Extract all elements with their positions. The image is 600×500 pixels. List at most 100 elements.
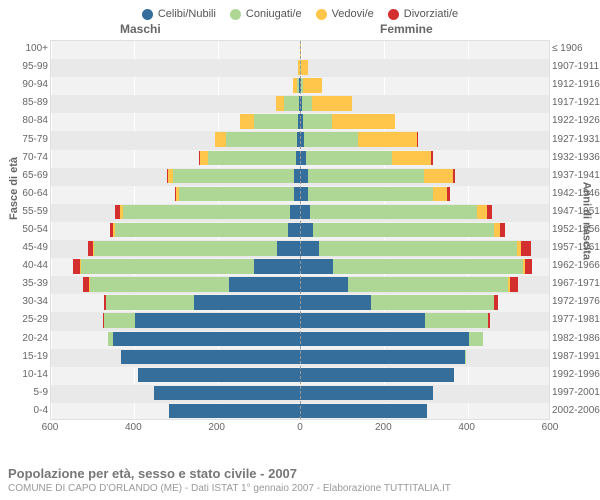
female-bar xyxy=(300,78,322,93)
male-bar xyxy=(175,187,300,202)
bar-segment xyxy=(138,368,301,383)
bar-segment xyxy=(453,169,455,184)
male-bar xyxy=(115,205,300,220)
center-line xyxy=(300,41,301,419)
legend: Celibi/NubiliConiugati/eVedovi/eDivorzia… xyxy=(0,0,600,22)
bar-segment xyxy=(276,96,284,111)
bar-segment xyxy=(319,241,517,256)
legend-label: Vedovi/e xyxy=(332,8,374,20)
bar-segment xyxy=(200,151,208,166)
female-bar xyxy=(300,295,498,310)
bar-segment xyxy=(73,259,81,274)
bar-segment xyxy=(226,132,297,147)
male-bar xyxy=(240,114,300,129)
bar-segment xyxy=(303,78,322,93)
birth-year-label: 1967-1971 xyxy=(552,278,600,289)
birth-year-label: 1927-1931 xyxy=(552,134,600,145)
legend-item: Vedovi/e xyxy=(316,8,374,20)
age-label: 55-59 xyxy=(0,206,48,217)
bar-segment xyxy=(300,332,469,347)
age-label: 100+ xyxy=(0,43,48,54)
bar-segment xyxy=(300,277,348,292)
male-header: Maschi xyxy=(120,22,161,36)
birth-year-label: ≤ 1906 xyxy=(552,43,600,54)
bar-segment xyxy=(215,132,225,147)
bar-segment xyxy=(392,151,432,166)
male-bar xyxy=(88,241,300,256)
legend-label: Celibi/Nubili xyxy=(158,8,216,20)
age-label: 45-49 xyxy=(0,242,48,253)
bar-segment xyxy=(477,205,487,220)
bar-segment xyxy=(290,205,300,220)
bar-segment xyxy=(300,169,308,184)
bar-segment xyxy=(135,313,300,328)
x-axis-ticks: 6004002000200400600 xyxy=(50,422,550,438)
bar-segment xyxy=(106,295,194,310)
birth-year-label: 1917-1921 xyxy=(552,97,600,108)
male-bar xyxy=(293,78,300,93)
age-label: 75-79 xyxy=(0,134,48,145)
bar-segment xyxy=(333,259,523,274)
bar-segment xyxy=(284,96,299,111)
bar-segment xyxy=(348,277,508,292)
age-label: 60-64 xyxy=(0,188,48,199)
bar-segment xyxy=(425,313,488,328)
bar-segment xyxy=(229,277,300,292)
bar-segment xyxy=(521,241,531,256)
bar-segment xyxy=(465,350,466,365)
bar-segment xyxy=(81,259,254,274)
bar-segment xyxy=(300,241,319,256)
age-label: 15-19 xyxy=(0,351,48,362)
age-label: 25-29 xyxy=(0,314,48,325)
age-label: 5-9 xyxy=(0,387,48,398)
bar-segment xyxy=(300,187,308,202)
bar-segment xyxy=(302,96,312,111)
male-bar xyxy=(73,259,300,274)
birth-year-label: 2002-2006 xyxy=(552,405,600,416)
bar-segment xyxy=(277,241,300,256)
birth-year-label: 1972-1976 xyxy=(552,296,600,307)
male-bar xyxy=(138,368,301,383)
age-label: 95-99 xyxy=(0,61,48,72)
male-bar xyxy=(154,386,300,401)
gender-headers: Maschi Femmine xyxy=(0,22,600,40)
bar-segment xyxy=(487,205,492,220)
bar-segment xyxy=(121,350,300,365)
bar-segment xyxy=(94,241,277,256)
male-bar xyxy=(199,151,300,166)
x-tick-label: 600 xyxy=(42,422,59,433)
male-bar xyxy=(276,96,300,111)
female-bar xyxy=(300,404,427,419)
bar-segment xyxy=(208,151,296,166)
bar-segment xyxy=(301,60,308,75)
birth-year-label: 1937-1941 xyxy=(552,170,600,181)
female-bar xyxy=(300,151,433,166)
age-label: 80-84 xyxy=(0,115,48,126)
birth-year-label: 1957-1961 xyxy=(552,242,600,253)
birth-year-label: 1942-1946 xyxy=(552,188,600,199)
female-bar xyxy=(300,114,395,129)
bar-segment xyxy=(332,114,395,129)
bar-segment xyxy=(300,386,433,401)
female-bar xyxy=(300,368,454,383)
legend-item: Coniugati/e xyxy=(230,8,302,20)
birth-year-label: 1992-1996 xyxy=(552,369,600,380)
female-bar xyxy=(300,259,532,274)
female-bar xyxy=(300,96,352,111)
female-header: Femmine xyxy=(380,22,433,36)
female-bar xyxy=(300,313,490,328)
female-bar xyxy=(300,187,450,202)
bar-segment xyxy=(469,332,484,347)
legend-dot xyxy=(142,9,153,20)
age-label: 65-69 xyxy=(0,170,48,181)
birth-year-label: 1907-1911 xyxy=(552,61,600,72)
legend-label: Coniugati/e xyxy=(246,8,302,20)
bar-segment xyxy=(300,313,425,328)
bar-segment xyxy=(304,132,358,147)
female-bar xyxy=(300,132,418,147)
female-bar xyxy=(300,277,518,292)
birth-year-label: 1952-1956 xyxy=(552,224,600,235)
bar-segment xyxy=(308,187,433,202)
bar-segment xyxy=(312,96,352,111)
age-label: 10-14 xyxy=(0,369,48,380)
